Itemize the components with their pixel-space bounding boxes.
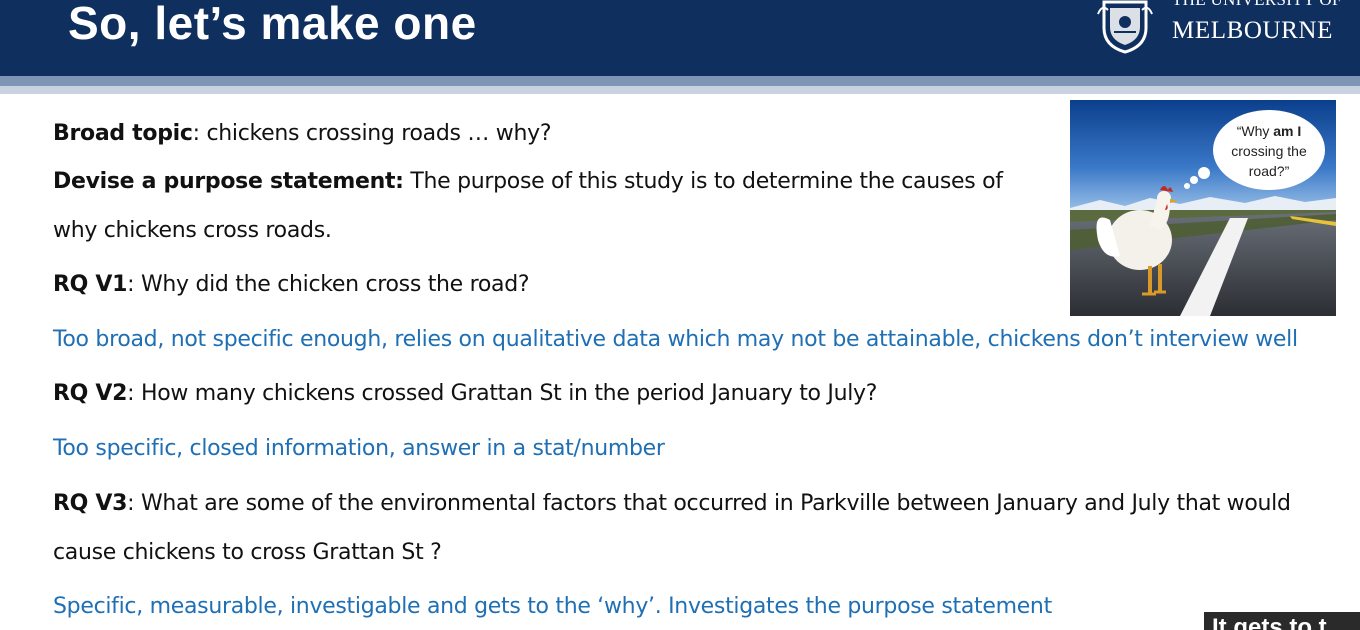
header-stripe-light bbox=[0, 86, 1360, 94]
rq-v3-text: : What are some of the environmental fac… bbox=[127, 491, 1291, 516]
rq-v1-text: : Why did the chicken cross the road? bbox=[127, 272, 530, 297]
logo-text-line2: MELBOURNE bbox=[1172, 17, 1333, 44]
bubble-text-line2: crossing the bbox=[1231, 143, 1307, 159]
bubble-text-line3: road?” bbox=[1249, 163, 1290, 179]
rq-v2-text: : How many chickens crossed Grattan St i… bbox=[127, 381, 878, 406]
purpose-statement-text: The purpose of this study is to determin… bbox=[403, 169, 1003, 194]
rq-v3-comment: Specific, measurable, investigable and g… bbox=[53, 594, 1052, 619]
rq-v1-comment: Too broad, not specific enough, relies o… bbox=[53, 327, 1298, 352]
purpose-statement-line: Devise a purpose statement: The purpose … bbox=[53, 169, 1003, 194]
rq-v1-label: RQ V1 bbox=[53, 272, 128, 297]
broad-topic-text: : chickens crossing roads … why? bbox=[192, 121, 552, 146]
chicken-figure bbox=[1096, 186, 1178, 296]
chicken-road-image: “Why am I crossing the road?” bbox=[1070, 100, 1336, 316]
header-stripe-dark bbox=[0, 76, 1360, 86]
rq-v3-label: RQ V3 bbox=[53, 491, 128, 516]
rq-v2-label: RQ V2 bbox=[53, 381, 128, 406]
rq-v3-line2: cause chickens to cross Grattan St ? bbox=[53, 540, 442, 565]
rq-v2-comment: Too specific, closed information, answer… bbox=[53, 436, 665, 461]
rq-v3-line: RQ V3: What are some of the environmenta… bbox=[53, 491, 1291, 516]
slide-title: So, let’s make one bbox=[68, 0, 477, 49]
university-logo: THE UNIVERSITY OF MELBOURNE bbox=[1096, 0, 1346, 54]
caption-overlay-text: It gets to t bbox=[1212, 614, 1327, 630]
broad-topic-line: Broad topic: chickens crossing roads … w… bbox=[53, 121, 552, 146]
caption-overlay: It gets to t bbox=[1204, 612, 1360, 630]
rq-v2-line: RQ V2: How many chickens crossed Grattan… bbox=[53, 381, 877, 406]
purpose-statement-line2: why chickens cross roads. bbox=[53, 218, 332, 243]
chicken-road-illustration: “Why am I crossing the road?” bbox=[1070, 100, 1336, 316]
bubble-text-bold: am I bbox=[1273, 123, 1301, 139]
purpose-statement-label: Devise a purpose statement: bbox=[53, 169, 404, 194]
bubble-text-pre: “Why bbox=[1237, 123, 1274, 139]
crest-icon bbox=[1097, 0, 1153, 54]
rq-v1-line: RQ V1: Why did the chicken cross the roa… bbox=[53, 272, 530, 297]
broad-topic-label: Broad topic bbox=[53, 121, 193, 146]
logo-text-line1: THE UNIVERSITY OF bbox=[1172, 0, 1342, 10]
svg-text:“Why am I: “Why am I bbox=[1237, 123, 1302, 139]
